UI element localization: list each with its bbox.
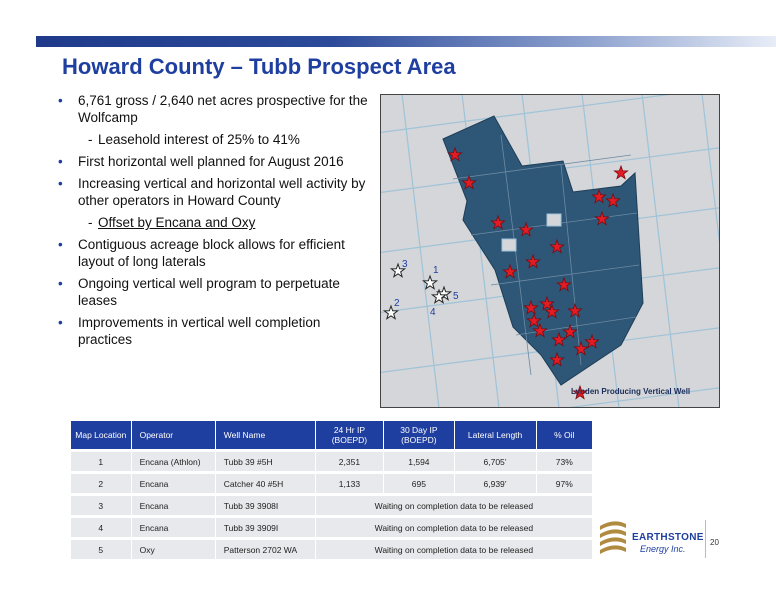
table-row: 1 Encana (Athlon) Tubb 39 #5H 2,351 1,59…: [71, 452, 593, 471]
acreage-map: 3 1 5 2 4: [380, 94, 720, 408]
map-drawing: 3 1 5 2 4: [381, 95, 719, 407]
operator-well-stars: [383, 263, 452, 320]
header-bar: [36, 36, 776, 47]
column-header: % Oil: [536, 421, 593, 449]
bullet-item: • Contiguous acreage block allows for eff…: [58, 237, 345, 269]
earthstone-logo: [596, 518, 706, 558]
sub-bullet-item: - Leasehold interest of 25% to 41%: [88, 132, 300, 147]
well-label: 3: [402, 259, 408, 270]
page-number: 20: [710, 538, 719, 547]
column-header: 24 Hr IP (BOEPD): [315, 421, 385, 449]
map-legend: Lynden Producing Vertical Well: [571, 387, 691, 396]
table-row: 2 Encana Catcher 40 #5H 1,133 695 6,939’…: [71, 474, 593, 493]
bullet-item: • Ongoing vertical well program to perpet…: [58, 276, 340, 308]
bullet-item: • First horizontal well planned for Augus…: [58, 154, 344, 169]
bullet-icon: •: [58, 315, 63, 330]
well-label: 4: [430, 307, 436, 318]
page-title: Howard County – Tubb Prospect Area: [62, 54, 456, 79]
logo-name: EARTHSTONE: [632, 532, 704, 543]
divider: [705, 520, 706, 558]
dash-icon: -: [88, 132, 93, 147]
table-row: 5 Oxy Patterson 2702 WA Waiting on compl…: [71, 540, 593, 559]
table-row: 4 Encana Tubb 39 3909I Waiting on comple…: [71, 518, 593, 537]
sub-bullet-item: - Offset by Encana and Oxy: [88, 215, 256, 230]
table-header-row: Map Location Operator Well Name 24 Hr IP…: [71, 421, 593, 449]
column-header: 30 Day IP (BOEPD): [384, 421, 455, 449]
block-hole: [501, 238, 517, 252]
block-hole: [546, 213, 562, 227]
column-header: Operator: [131, 421, 216, 449]
bullet-icon: •: [58, 93, 63, 108]
bullet-icon: •: [58, 276, 63, 291]
well-table: Map Location Operator Well Name 24 Hr IP…: [71, 418, 593, 562]
bullet-item: • Increasing vertical and horizontal well…: [58, 176, 366, 208]
bullet-item: • 6,761 gross / 2,640 net acres prospecti…: [58, 93, 368, 125]
logo-subtitle: Energy Inc.: [640, 544, 686, 554]
well-label: 1: [433, 265, 439, 276]
table-row: 3 Encana Tubb 39 3908I Waiting on comple…: [71, 496, 593, 515]
acreage-block: [442, 115, 644, 386]
column-header: Lateral Length: [454, 421, 537, 449]
column-header: Well Name: [215, 421, 316, 449]
dash-icon: -: [88, 215, 93, 230]
column-header: Map Location: [71, 421, 132, 449]
bullet-icon: •: [58, 176, 63, 191]
bullet-list: • 6,761 gross / 2,640 net acres prospecti…: [52, 92, 372, 353]
logo-mark-icon: [600, 521, 626, 554]
bullet-icon: •: [58, 237, 63, 252]
bullet-item: • Improvements in vertical well completio…: [58, 315, 321, 347]
bullet-icon: •: [58, 154, 63, 169]
well-label: 2: [394, 298, 400, 309]
well-label: 5: [453, 291, 459, 302]
